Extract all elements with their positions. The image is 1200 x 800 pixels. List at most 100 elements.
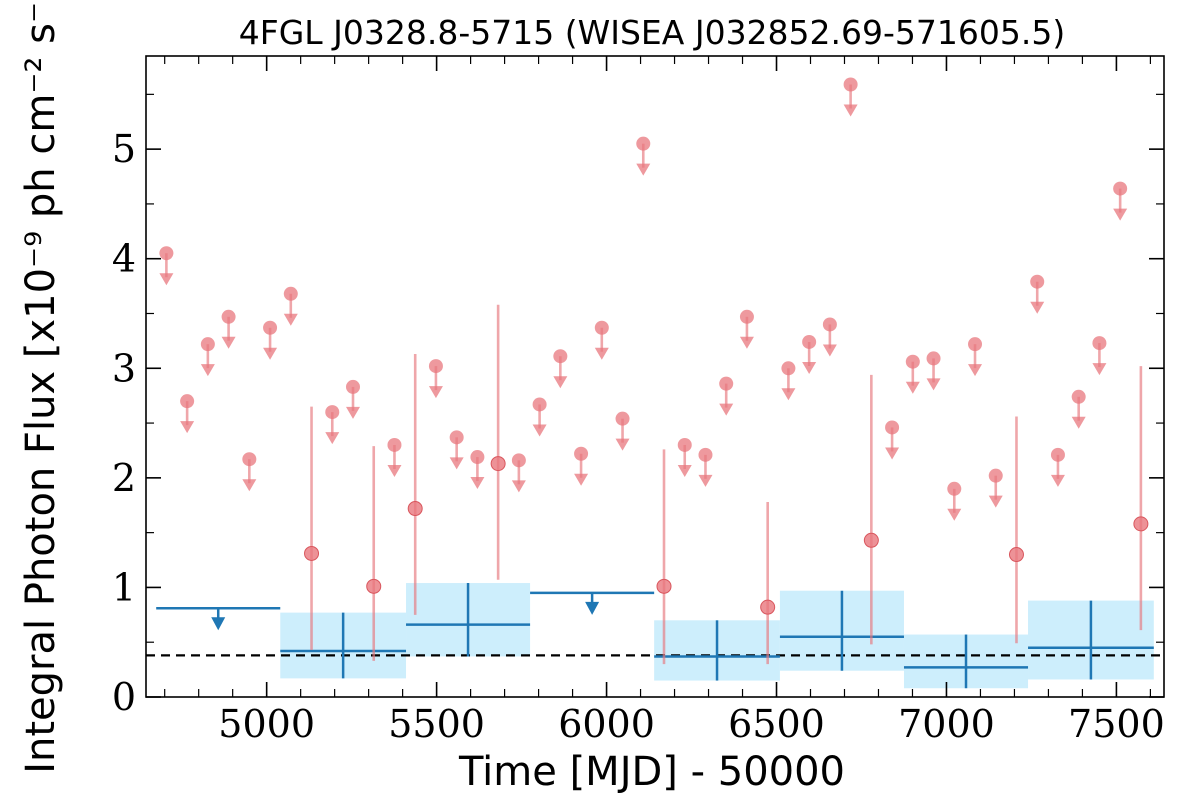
short-bin-ul-point bbox=[615, 411, 630, 426]
short-bin-ul-point bbox=[1050, 447, 1065, 462]
short-bin-ul-point bbox=[325, 405, 340, 420]
short-bin-ul-arrow bbox=[843, 104, 858, 117]
short-bin-ul-arrow bbox=[283, 313, 298, 326]
short-bin-ul-arrow bbox=[822, 344, 837, 357]
axes: 5000 5500 6000 6500 7000 7500 0 1 2 3 4 5 bbox=[112, 55, 1165, 746]
short-bin-ul-point bbox=[428, 359, 443, 374]
short-bin-ul-arrow bbox=[905, 381, 920, 394]
short-bin-ul-point bbox=[636, 136, 651, 151]
short-bin-ul-point bbox=[1030, 274, 1045, 289]
short-bin-ul-arrow bbox=[988, 495, 1003, 508]
short-bin-ul-point bbox=[739, 309, 754, 324]
y-tick-label: 1 bbox=[112, 565, 136, 609]
short-bin-ul-point bbox=[802, 334, 817, 349]
x-tick-label: 5500 bbox=[388, 702, 485, 746]
short-bin-ul-arrow bbox=[615, 438, 630, 451]
short-bin-point bbox=[366, 578, 382, 594]
short-bin-ul-point bbox=[200, 337, 215, 352]
short-bin-ul-point bbox=[968, 337, 983, 352]
short-bin-point bbox=[407, 501, 423, 517]
short-bin-ul-point bbox=[387, 437, 402, 452]
short-bin-ul-point bbox=[885, 420, 900, 435]
short-bin-ul-arrow bbox=[781, 388, 796, 401]
short-bin-ul-point bbox=[263, 320, 278, 335]
short-bin-ul-arrow bbox=[428, 386, 443, 399]
short-bin-ul-arrow bbox=[947, 508, 962, 521]
short-bin-ul-arrow bbox=[511, 480, 526, 493]
short-bin-ul-arrow bbox=[263, 347, 278, 360]
short-bin-ul-arrow bbox=[221, 336, 236, 349]
long-bin-ul-arrow bbox=[585, 601, 600, 615]
short-bin-point bbox=[863, 532, 879, 548]
short-bin-ul-arrow bbox=[574, 473, 589, 486]
short-bin-ul-point bbox=[221, 309, 236, 324]
short-bin-ul-arrow bbox=[1092, 363, 1107, 376]
x-axis-label: Time [MJD] - 50000 bbox=[458, 749, 845, 795]
short-bin-markers bbox=[159, 77, 1149, 665]
short-bin-ul-point bbox=[283, 286, 298, 301]
short-bin-ul-point bbox=[1071, 389, 1086, 404]
short-bin-ul-arrow bbox=[968, 364, 983, 377]
short-bin-ul-point bbox=[719, 376, 734, 391]
short-bin-ul-arrow bbox=[719, 403, 734, 416]
y-tick-label: 2 bbox=[112, 456, 136, 500]
x-tick-label: 6000 bbox=[558, 702, 655, 746]
short-bin-ul-point bbox=[781, 361, 796, 376]
x-tick-label: 7500 bbox=[1068, 702, 1165, 746]
x-tick-label: 5000 bbox=[218, 702, 315, 746]
short-bin-ul-point bbox=[159, 246, 174, 261]
short-bin-ul-point bbox=[1092, 336, 1107, 351]
short-bin-ul-arrow bbox=[159, 273, 174, 286]
short-bin-ul-arrow bbox=[1050, 474, 1065, 487]
short-bin-ul-point bbox=[574, 446, 589, 461]
short-bin-ul-arrow bbox=[802, 361, 817, 374]
y-tick-label: 4 bbox=[112, 237, 136, 281]
x-tick-label: 7000 bbox=[898, 702, 995, 746]
y-tick-label: 5 bbox=[112, 127, 136, 171]
y-tick-label: 0 bbox=[112, 675, 136, 719]
short-bin-ul-point bbox=[511, 453, 526, 468]
short-bin-ul-arrow bbox=[325, 432, 340, 445]
short-bin-ul-point bbox=[822, 317, 837, 332]
short-bin-ul-arrow bbox=[739, 336, 754, 349]
short-bin-ul-point bbox=[553, 349, 568, 364]
short-bin-ul-point bbox=[905, 354, 920, 369]
short-bin-point bbox=[490, 456, 506, 472]
short-bin-ul-arrow bbox=[1071, 416, 1086, 429]
short-bin-ul-arrow bbox=[387, 464, 402, 477]
short-bin-ul-point bbox=[345, 379, 360, 394]
short-bin-ul-point bbox=[470, 450, 485, 465]
x-tick-label: 6500 bbox=[728, 702, 825, 746]
short-bin-ul-point bbox=[988, 468, 1003, 483]
short-bin-ul-arrow bbox=[926, 378, 941, 391]
short-bin-ul-arrow bbox=[200, 364, 215, 377]
y-axis-label: Integral Photon Flux [x10⁻⁹ ph cm⁻² s⁻¹] bbox=[18, 0, 64, 774]
short-bin-ul-arrow bbox=[180, 421, 195, 434]
short-bin-ul-point bbox=[947, 481, 962, 496]
short-bin-ul-arrow bbox=[470, 477, 485, 490]
short-bin-point bbox=[760, 599, 776, 615]
short-bin-ul-arrow bbox=[594, 347, 609, 360]
plot-frame bbox=[145, 55, 1165, 698]
short-bin-point bbox=[304, 545, 320, 561]
short-bin-ul-arrow bbox=[636, 163, 651, 176]
y-tick-label: 3 bbox=[112, 346, 136, 390]
chart-title: 4FGL J0328.8-5715 (WISEA J032852.69-5716… bbox=[239, 13, 1066, 52]
short-bin-ul-point bbox=[926, 351, 941, 366]
short-bin-ul-point bbox=[242, 452, 257, 467]
short-bin-ul-arrow bbox=[345, 406, 360, 419]
short-bin-ul-arrow bbox=[1113, 208, 1128, 221]
short-bin-ul-point bbox=[532, 397, 547, 412]
short-bin-ul-arrow bbox=[698, 474, 713, 487]
short-bin-point bbox=[1133, 516, 1149, 532]
short-bin-ul-arrow bbox=[885, 447, 900, 460]
short-bin-ul-arrow bbox=[532, 424, 547, 437]
short-bin-ul-arrow bbox=[449, 457, 464, 470]
short-bin-ul-point bbox=[677, 437, 692, 452]
long-bin-ul-arrow bbox=[211, 617, 226, 631]
short-bin-ul-point bbox=[449, 430, 464, 445]
short-bin-ul-point bbox=[843, 77, 858, 92]
short-bin-ul-point bbox=[594, 320, 609, 335]
short-bin-ul-point bbox=[1113, 181, 1128, 196]
